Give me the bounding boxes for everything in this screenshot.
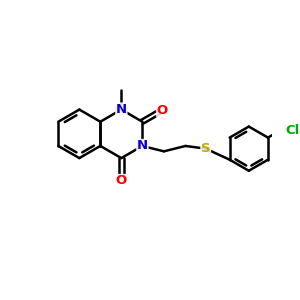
Text: N: N (137, 140, 148, 152)
Text: Cl: Cl (286, 124, 300, 137)
Text: S: S (201, 142, 211, 155)
Circle shape (116, 104, 127, 115)
Circle shape (137, 141, 148, 151)
Text: N: N (116, 103, 127, 116)
Text: O: O (116, 175, 127, 188)
Text: O: O (157, 104, 168, 117)
